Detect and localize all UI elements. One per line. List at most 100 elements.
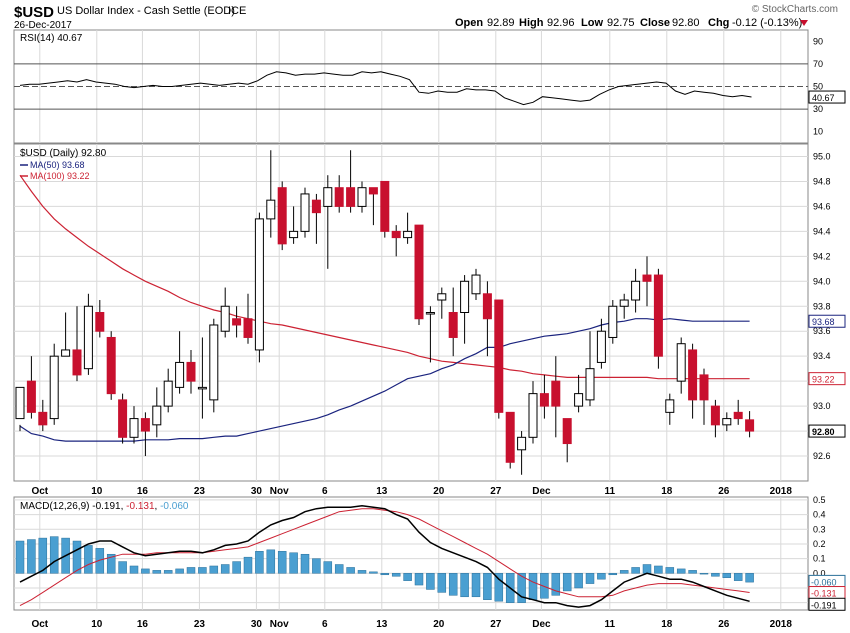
macd-histogram-bar	[209, 565, 219, 574]
macd-histogram-bar	[665, 567, 675, 574]
close-label: Close	[640, 17, 670, 29]
candle-body	[243, 318, 253, 338]
macd-x-tick-label: 11	[605, 619, 616, 630]
macd-histogram-bar	[346, 567, 355, 574]
macd-tick-label: 0.1	[813, 554, 826, 564]
candle-body	[631, 280, 641, 301]
open-value: 92.89	[487, 17, 515, 29]
x-tick-label: 11	[605, 486, 616, 497]
rsi-tick-label: 30	[813, 104, 823, 114]
ohlc-summary: Open 92.89 High 92.96 Low 92.75 Close 92…	[455, 17, 808, 29]
candle-body	[733, 411, 743, 420]
rsi-legend-text: RSI(14) 40.67	[20, 33, 83, 44]
rsi-tick-label: 50	[813, 82, 823, 92]
candle-body	[482, 293, 492, 320]
macd-line	[19, 505, 750, 608]
ma50-legend-text: MA(50) 93.68	[30, 160, 85, 170]
macd-histogram-bar	[357, 570, 367, 574]
macd-x-tick-label: 2018	[770, 619, 793, 630]
macd-histogram-bar	[540, 573, 549, 599]
macd-histogram-bar	[106, 553, 116, 574]
candle-body	[619, 299, 629, 307]
candle-body	[323, 187, 333, 207]
macd-histogram-bar	[460, 573, 469, 598]
x-tick-label: 6	[322, 486, 328, 497]
axis-labels: Oct Oct 10 10 16 16 23 23 30 30 Nov Nov 6 6 13 13 20 20 27…	[31, 36, 846, 630]
macd-panel	[13, 496, 809, 611]
macd-histogram-bar	[198, 567, 207, 574]
chg-label: Chg	[708, 17, 729, 29]
candle-body	[414, 224, 424, 320]
x-tick-label: 27	[490, 486, 502, 497]
x-tick-label: 20	[433, 486, 445, 497]
macd-layer	[15, 505, 754, 608]
candle-body	[129, 418, 139, 438]
macd-histogram-bar	[551, 573, 561, 596]
candle-body	[642, 274, 652, 282]
macd-histogram-bar	[654, 565, 663, 574]
macd-x-tick-label: 20	[433, 619, 445, 630]
x-tick-label: 30	[251, 486, 263, 497]
symbol: $USD	[14, 4, 54, 21]
rsi-tick-label: 10	[813, 127, 823, 137]
rsi-line	[19, 71, 752, 106]
candle-body	[209, 324, 219, 401]
candle-body	[232, 318, 242, 326]
macd-value-last-value: -0.191	[811, 600, 837, 610]
price-tick-label: 94.2	[813, 251, 831, 261]
macd-hist-last-value: -0.060	[811, 577, 837, 587]
macd-histogram-bar	[323, 561, 333, 574]
macd-histogram-bar	[163, 570, 173, 574]
macd-histogram-bar	[471, 573, 481, 598]
ma100-last-value: 93.22	[812, 375, 835, 385]
rsi-legend: RSI(14) 40.67	[20, 33, 83, 44]
price-layer	[15, 150, 755, 475]
rsi-last-value: 40.67	[812, 93, 835, 103]
candle-body	[471, 274, 481, 295]
candle-body	[460, 280, 470, 313]
ma50-last-value: 93.68	[812, 317, 835, 327]
candle-body	[574, 393, 584, 407]
candle-body	[665, 399, 675, 413]
rsi-last-badge	[808, 90, 846, 104]
candle-body	[300, 193, 310, 232]
ma100-badge	[808, 372, 846, 386]
rsi-layer	[19, 71, 752, 106]
low-value: 92.75	[607, 17, 635, 29]
candle-body	[585, 368, 595, 401]
macd-tick-label: 0.0	[813, 568, 826, 578]
price-tick-label: 94.6	[813, 201, 831, 211]
candle-body	[596, 330, 606, 363]
macd-x-tick-label: Dec	[532, 619, 551, 630]
macd-tick-label: 0.5	[813, 495, 826, 505]
macd-x-tick-label: 16	[137, 619, 149, 630]
candle-body	[505, 411, 515, 463]
candle-body	[357, 187, 367, 207]
macd-histogram-bar	[426, 573, 435, 590]
macd-x-tick-label: 10	[91, 619, 103, 630]
macd-x-tick-label: 27	[490, 619, 502, 630]
x-tick-label: 2018	[770, 486, 793, 497]
candle-body	[152, 405, 162, 426]
price-tick-label: 93.6	[813, 326, 831, 336]
macd-histogram-bar	[642, 564, 652, 574]
candle-body	[163, 380, 173, 407]
macd-histogram-bar	[528, 573, 538, 600]
candle-body	[528, 393, 538, 438]
candle-body	[289, 230, 299, 239]
candle-body	[83, 305, 93, 370]
candle-body	[95, 312, 105, 332]
down-arrow-icon	[800, 20, 808, 26]
macd-histogram-bar	[49, 536, 59, 574]
macd-x-tick-label: 13	[376, 619, 388, 630]
macd-histogram-bar	[562, 573, 572, 592]
x-tick-label: Oct	[31, 486, 48, 497]
candle-body	[539, 393, 549, 407]
macd-x-tick-label: 6	[322, 619, 328, 630]
candle-body	[710, 405, 720, 426]
macd-x-tick-label: Oct	[31, 619, 48, 630]
macd-legend-text: MACD(12,26,9) -0.191, -0.131, -0.060	[20, 501, 189, 512]
candle-body	[72, 349, 82, 376]
macd-histogram-bar	[403, 573, 412, 581]
candle-body	[186, 361, 196, 382]
